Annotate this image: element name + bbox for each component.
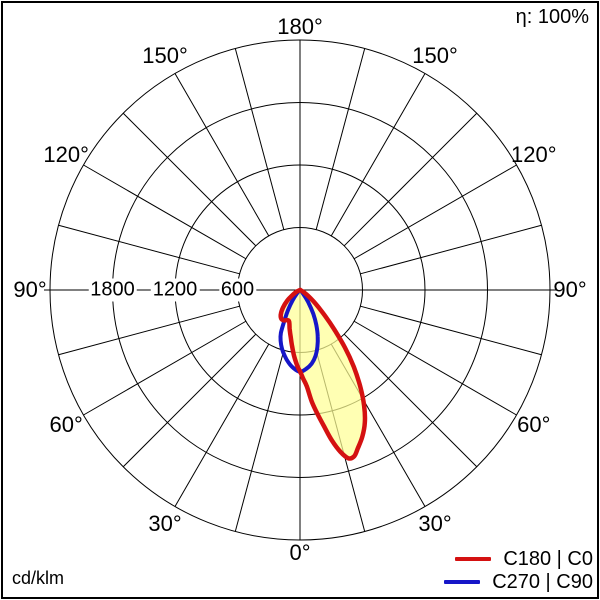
spoke-225 <box>122 112 257 247</box>
spoke-210 <box>174 73 270 237</box>
spoke-165 <box>315 48 366 230</box>
spoke-45 <box>343 333 478 468</box>
legend-label-c0: C180 | C0 <box>503 547 593 570</box>
spoke-60 <box>353 320 517 416</box>
legend-item-c0: C180 | C0 <box>444 547 593 570</box>
spoke-75 <box>360 305 542 356</box>
unit-label: cd/klm <box>12 568 65 588</box>
polar-grid <box>44 39 556 541</box>
spoke-240 <box>83 164 247 260</box>
legend: C180 | C0 C270 | C90 <box>444 547 593 593</box>
spoke-150 <box>330 73 426 237</box>
blue-line-swatch <box>444 580 481 584</box>
spoke-345 <box>234 350 285 532</box>
red-line-swatch <box>455 557 492 561</box>
spoke-120 <box>353 164 517 260</box>
spoke-105 <box>360 224 542 275</box>
beam-fill-0 <box>280 289 365 459</box>
efficiency-label: η: 100% <box>515 6 589 28</box>
spoke-330 <box>174 343 270 507</box>
legend-label-c90: C270 | C90 <box>492 570 593 593</box>
spoke-285 <box>58 305 240 356</box>
spoke-195 <box>234 48 285 230</box>
spoke-255 <box>58 224 240 275</box>
spoke-300 <box>83 320 247 416</box>
legend-item-c90: C270 | C90 <box>444 570 593 593</box>
spoke-315 <box>122 333 257 468</box>
curve-c180-c0 <box>278 287 368 461</box>
spoke-135 <box>343 112 478 247</box>
curve-c270-c90 <box>278 288 320 374</box>
